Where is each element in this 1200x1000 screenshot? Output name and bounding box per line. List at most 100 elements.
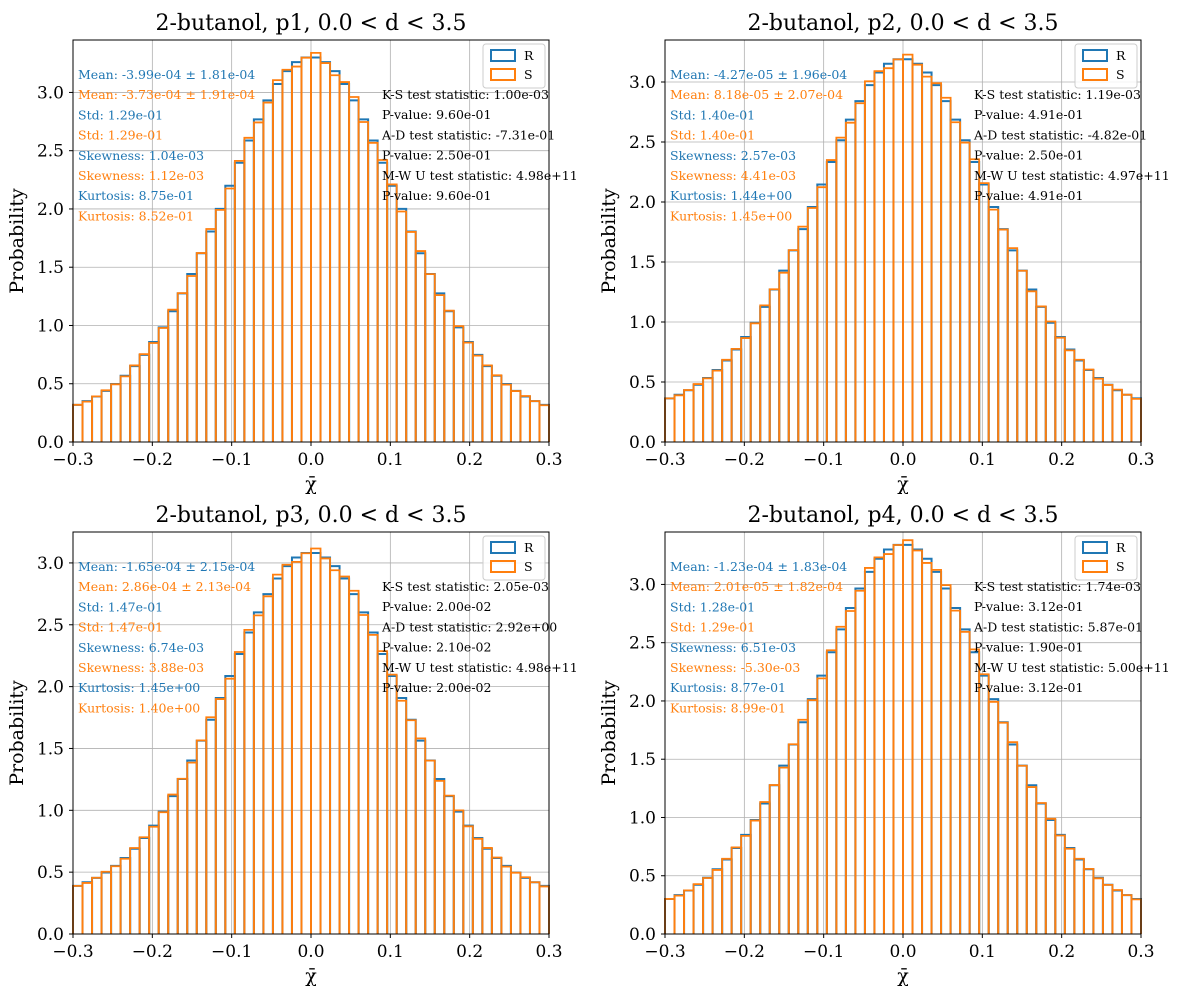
histogram-bar <box>110 382 122 442</box>
histogram-bar <box>462 824 474 934</box>
histogram-bar <box>119 374 132 442</box>
histogram-bar <box>386 184 398 442</box>
histogram-bar <box>500 864 512 934</box>
histogram-bar <box>702 877 714 934</box>
histogram-bar <box>176 778 189 934</box>
y-axis-label: Probability <box>6 188 28 294</box>
histogram-bar <box>692 883 705 934</box>
histogram-bar <box>252 121 265 442</box>
histogram-bar <box>911 548 924 934</box>
histogram-bar <box>300 56 312 442</box>
histogram-bar <box>759 802 771 934</box>
histogram-bar <box>405 718 417 934</box>
histogram-bar <box>921 71 933 442</box>
stat-left-R: Std: 1.40e-01 <box>670 107 755 122</box>
histogram-bar <box>854 587 866 934</box>
histogram-bar <box>768 784 781 934</box>
y-tick-label: 1.5 <box>629 750 656 770</box>
x-tick-label: 0.3 <box>535 942 562 962</box>
histogram-bar <box>367 633 379 934</box>
histogram-bar <box>978 674 990 934</box>
histogram-bar <box>157 811 170 934</box>
x-tick-label: −0.2 <box>132 450 173 470</box>
histogram-bar <box>778 766 790 934</box>
histogram-bar <box>186 759 198 934</box>
histogram-bar <box>1016 269 1028 442</box>
histogram-bar <box>664 397 676 442</box>
x-tick-label: 0.2 <box>1048 450 1075 470</box>
histogram-bar <box>930 84 943 442</box>
histogram-bar <box>100 870 112 934</box>
legend-box <box>482 535 546 581</box>
histogram-bar <box>471 354 484 442</box>
histogram-bar <box>405 231 417 442</box>
histogram-bar <box>1063 349 1076 442</box>
histogram-bar <box>490 374 503 442</box>
histogram-bar <box>167 310 179 442</box>
histogram-bar <box>1101 883 1114 934</box>
legend: RS <box>1074 535 1138 581</box>
histogram-bar <box>329 70 341 442</box>
histogram-bar <box>664 898 676 934</box>
histogram-bar <box>148 342 160 442</box>
histogram-bar <box>959 139 971 442</box>
histogram-bar <box>528 881 541 934</box>
histogram-bar <box>883 67 895 442</box>
legend-label-R: R <box>524 48 534 63</box>
series-S-bars <box>664 539 1142 934</box>
chart-panel-2: −0.3 −0.2 −0.1 0.0 0.1 0.2 0.3 0.0 0.5 1.0 1.5 2.0 2… <box>598 11 1170 495</box>
histogram-bar <box>797 228 809 442</box>
histogram-bar <box>281 70 293 442</box>
histogram-bar <box>987 698 1000 934</box>
histogram-bar <box>186 275 198 442</box>
histogram-bar <box>319 557 331 934</box>
histogram-bar <box>252 118 265 442</box>
histogram-bar <box>806 699 819 934</box>
histogram-bar <box>673 894 685 934</box>
histogram-bar <box>673 393 686 442</box>
x-tick-label: 0.0 <box>297 942 324 962</box>
histogram-bar <box>702 876 714 934</box>
histogram-bar <box>749 322 762 442</box>
histogram-bar <box>243 631 255 934</box>
histogram-bar <box>329 565 341 934</box>
histogram-bar <box>711 369 724 442</box>
histogram-bar <box>1092 877 1104 934</box>
histogram-bar <box>148 340 160 442</box>
histogram-bar <box>816 183 828 442</box>
histogram-bar <box>940 100 952 442</box>
histogram-bar <box>395 210 408 442</box>
histogram-bar <box>721 857 733 934</box>
x-tick-label: −0.1 <box>211 450 252 470</box>
histogram-bar <box>835 625 847 934</box>
test-statistic: P-value: 9.60e-01 <box>382 107 491 122</box>
test-statistic: P-value: 1.90e-01 <box>974 640 1083 655</box>
x-tick-label: −0.2 <box>724 450 765 470</box>
histogram-bar <box>443 310 455 442</box>
histogram-bar <box>224 187 236 442</box>
x-tick-label: 0.1 <box>377 942 404 962</box>
x-tick-label: 0.3 <box>1127 942 1154 962</box>
histogram-bar <box>844 610 857 934</box>
y-tick-label: 1.0 <box>629 313 656 333</box>
histogram-bar <box>1035 305 1047 442</box>
histogram-bar <box>721 358 733 442</box>
histogram-bar <box>1073 857 1085 934</box>
legend: RS <box>1074 43 1138 89</box>
histogram-bar <box>424 273 436 442</box>
y-tick-label: 2.0 <box>37 678 64 698</box>
histogram-bar <box>81 882 93 934</box>
histogram-bar <box>844 118 857 442</box>
histogram-bar <box>405 230 417 442</box>
stat-left-S: Mean: 2.86e-04 ± 2.13e-04 <box>78 579 251 594</box>
histogram-bar <box>1121 393 1133 442</box>
x-axis-label: χ̄ <box>897 965 909 987</box>
histogram-bar <box>481 847 493 934</box>
histogram-bar <box>510 871 522 934</box>
chart-title: 2-butanol, p3, 0.0 < d < 3.5 <box>155 503 466 528</box>
stat-left-R: Kurtosis: 1.44e+00 <box>670 188 792 203</box>
stat-left-S: Mean: 2.01e-05 ± 1.82e-04 <box>670 579 843 594</box>
x-tick-label: −0.1 <box>211 942 252 962</box>
y-tick-label: 0.0 <box>629 433 656 453</box>
x-tick-label: 0.1 <box>969 942 996 962</box>
